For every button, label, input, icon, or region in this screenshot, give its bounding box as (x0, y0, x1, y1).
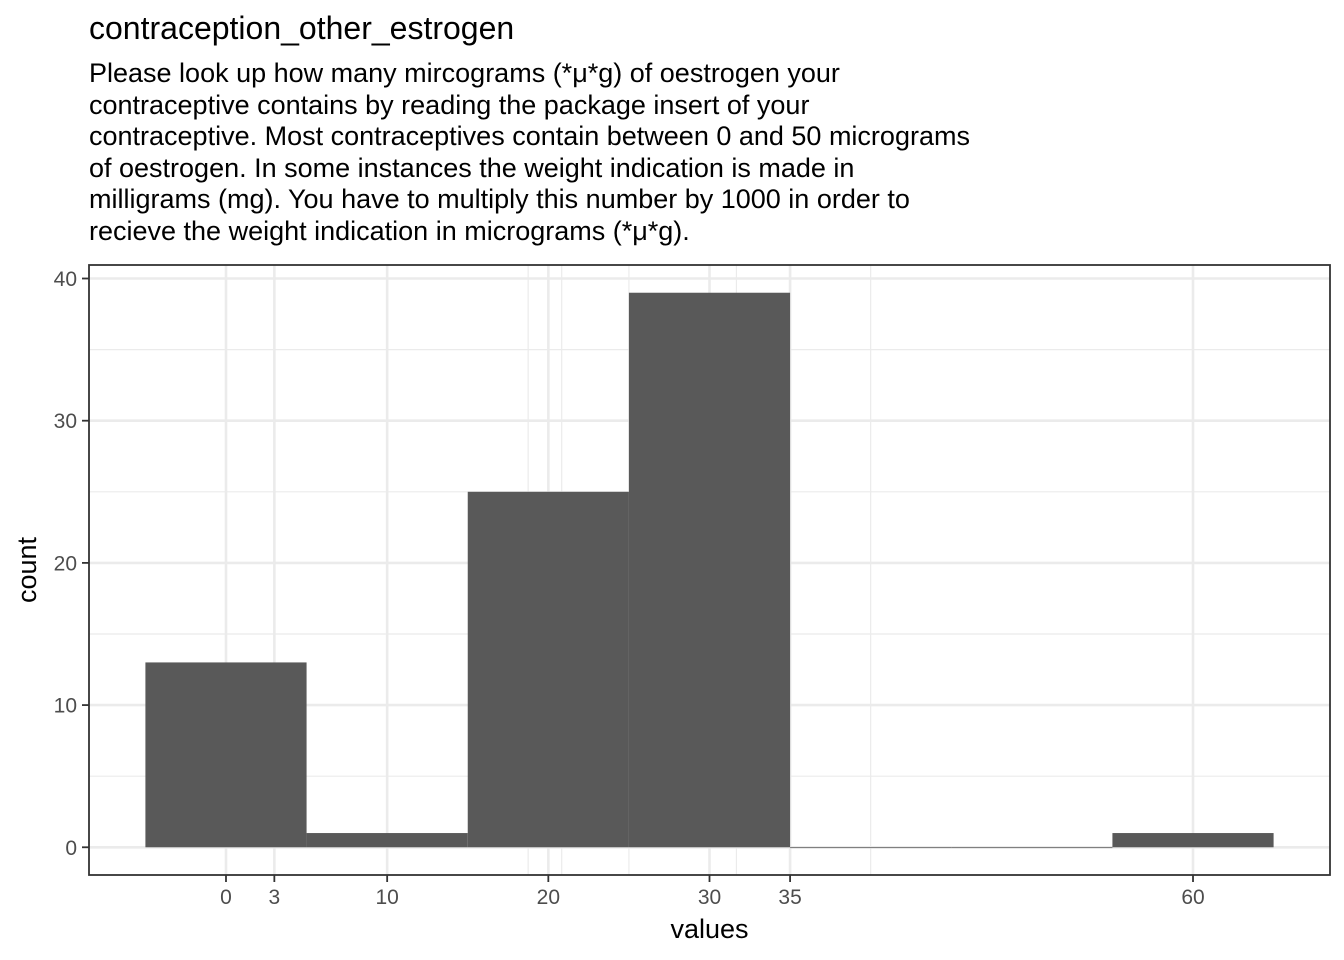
histogram-bar (790, 847, 952, 849)
histogram-bar (306, 833, 468, 848)
y-tick-label: 40 (54, 268, 77, 291)
y-tick-label: 20 (54, 552, 77, 575)
x-tick-label: 60 (1181, 886, 1204, 909)
y-tick-label: 10 (54, 695, 77, 718)
subtitle-line: contraceptive. Most contraceptives conta… (89, 121, 970, 151)
histogram-bar (628, 292, 791, 848)
chart-title: contraception_other_estrogen (89, 10, 515, 46)
x-tick-label: 3 (269, 886, 281, 909)
x-tick-label: 30 (698, 886, 721, 909)
subtitle-line: milligrams (mg). You have to multiply th… (89, 184, 910, 214)
y-tick-label: 30 (54, 410, 77, 433)
x-tick-label: 0 (220, 886, 232, 909)
histogram-bar (467, 491, 629, 848)
histogram-bar (145, 662, 307, 848)
axis-layer: 0 10 20 30 40 0 3 10 20 30 35 60 (54, 268, 1205, 909)
bar-layer (145, 292, 1274, 849)
chart-subtitle: Please look up how many mircograms (*μ*g… (89, 58, 1189, 247)
x-axis-title: values (670, 914, 748, 944)
y-tick-label: 0 (65, 837, 77, 860)
subtitle-line: contraceptive contains by reading the pa… (89, 89, 810, 120)
histogram-bar (951, 847, 1113, 849)
subtitle-line: of oestrogen. In some instances the weig… (89, 152, 855, 183)
x-tick-label: 35 (778, 886, 801, 909)
y-axis-title: count (12, 536, 42, 603)
subtitle-line: recieve the weight indication in microgr… (89, 215, 690, 246)
subtitle-line: Please look up how many mircograms (*μ*g… (89, 58, 840, 88)
histogram-bar (1112, 833, 1274, 848)
x-tick-label: 10 (375, 886, 398, 909)
x-tick-label: 20 (537, 886, 560, 909)
